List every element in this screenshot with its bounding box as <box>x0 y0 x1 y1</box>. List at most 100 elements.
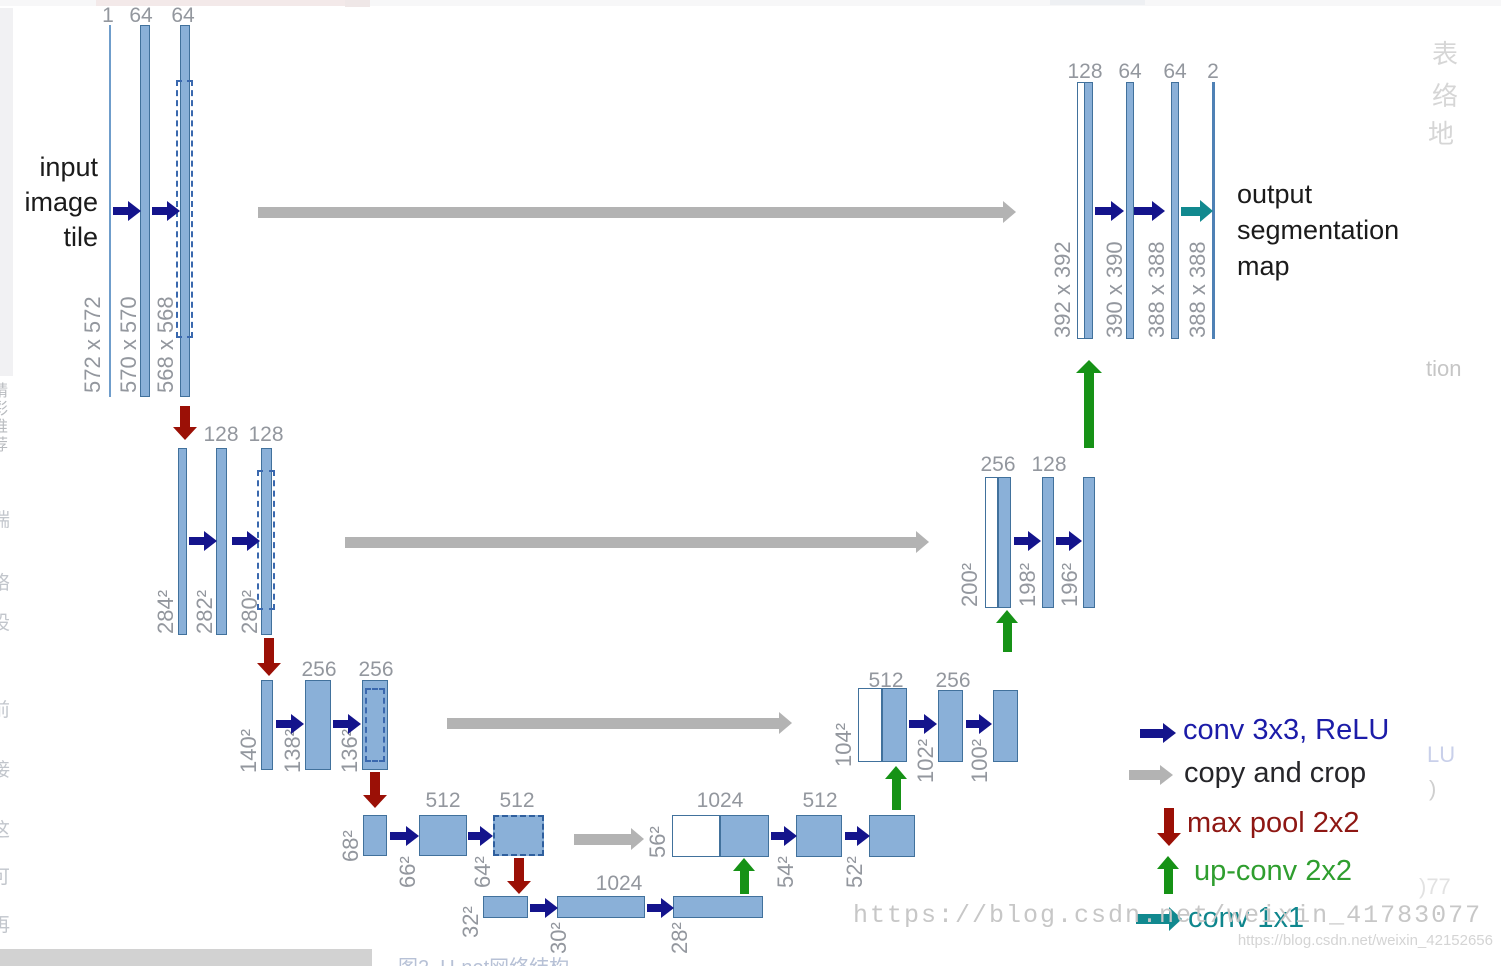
channel-label: 64 <box>1163 60 1187 83</box>
legend-upconv-label: up-conv 2x2 <box>1194 855 1352 887</box>
page-top-strip <box>0 0 1501 6</box>
size-label: 280² <box>237 589 262 634</box>
conv3x3-arrow <box>1134 198 1165 224</box>
upconv-arrow <box>1076 360 1102 448</box>
channel-label: 512 <box>499 789 535 812</box>
channel-label: 128 <box>248 423 284 446</box>
channel-label: 64 <box>1118 60 1142 83</box>
conv3x3-arrow <box>468 823 493 849</box>
channel-label: 256 <box>358 658 394 681</box>
channel-label: 64 <box>171 4 195 27</box>
dec2-upconv-half <box>985 477 998 608</box>
legend-maxpool-arrow-icon <box>1157 808 1181 846</box>
size-label: 104² <box>831 722 856 767</box>
dec4-feature-bar <box>796 815 842 857</box>
page-fragment <box>96 0 346 6</box>
copy-crop-arrow <box>345 531 929 553</box>
legend-upconv-arrow-icon <box>1157 856 1179 894</box>
size-label: 28² <box>667 922 692 954</box>
enc4-crop-region-bar <box>493 815 544 856</box>
size-label: 52² <box>842 856 867 888</box>
maxpool-arrow <box>256 638 282 676</box>
legend-conv1x1-arrow-icon <box>1136 906 1182 932</box>
ghost-77-text: )77 <box>1419 874 1451 899</box>
dec2-feature-bar <box>1083 477 1095 608</box>
input-label-line: tile <box>63 222 98 252</box>
ghost-paren-text: ) <box>1429 776 1437 801</box>
conv3x3-arrow <box>647 895 674 921</box>
dec2-concat-half <box>998 477 1011 608</box>
channel-label: 1 <box>102 4 114 27</box>
conv3x3-arrow <box>771 823 797 849</box>
dec4-upconv-half <box>672 815 720 857</box>
bottleneck-feature-bar <box>483 896 528 918</box>
size-label: 388 x 388 <box>1144 241 1169 338</box>
channel-label: 512 <box>425 789 461 812</box>
left-edge-char: 前 <box>0 700 11 721</box>
channel-label: 1024 <box>595 872 643 895</box>
dec4-concat-half <box>720 815 769 857</box>
right-edge-char: 地 <box>1428 119 1455 149</box>
dec1-feature-bar <box>1126 82 1134 339</box>
enc2-feature-bar <box>261 448 272 635</box>
copy-crop-arrow <box>258 201 1016 223</box>
conv3x3-arrow <box>1056 528 1082 554</box>
enc2-feature-bar <box>216 448 227 635</box>
channel-label: 256 <box>301 658 337 681</box>
page-fragment <box>1050 0 1145 5</box>
ghost-relu-text: LU <box>1427 742 1456 767</box>
output-label-line: segmentation <box>1237 215 1400 245</box>
left-edge-char: 再 <box>0 915 11 936</box>
conv3x3-arrow <box>333 711 361 737</box>
conv3x3-arrow <box>276 711 304 737</box>
size-label: 66² <box>395 856 420 888</box>
upconv-arrow <box>883 766 909 810</box>
size-label: 390 x 390 <box>1102 241 1127 338</box>
conv3x3-arrow <box>232 528 260 554</box>
csdn-watermark-main: https://blog.csdn.net/weixin_41783077 <box>853 901 1483 930</box>
channel-label: 512 <box>868 669 904 692</box>
legend-conv3x3-label: conv 3x3, ReLU <box>1183 714 1390 746</box>
legend-maxpool-label: max pool 2x2 <box>1187 807 1360 839</box>
conv1x1-arrow <box>1181 198 1213 224</box>
csdn-watermark-small: https://blog.csdn.net/weixin_42152656 <box>1237 932 1493 949</box>
left-edge-text-block: 精彩推荐 <box>0 382 6 454</box>
enc1-input-layer-bar <box>109 25 111 397</box>
size-label: 32² <box>458 906 483 938</box>
size-label: 140² <box>236 728 261 773</box>
input-label-line: input <box>39 152 98 182</box>
size-label: 198² <box>1015 562 1040 607</box>
size-label: 572 x 572 <box>80 296 105 393</box>
size-label: 56² <box>645 826 670 858</box>
left-edge-char: 设 <box>0 613 11 634</box>
size-label: 284² <box>153 589 178 634</box>
left-edge-char: 这 <box>0 820 11 841</box>
size-label: 570 x 570 <box>116 296 141 393</box>
channel-label: 128 <box>1067 60 1103 83</box>
dec1-feature-bar <box>1171 82 1179 339</box>
enc4-feature-bar <box>363 815 387 856</box>
upconv-arrow <box>994 610 1020 652</box>
channel-label: 128 <box>1031 453 1067 476</box>
conv3x3-arrow <box>390 823 419 849</box>
size-label: 30² <box>546 922 571 954</box>
copy-crop-arrow <box>574 828 644 850</box>
channel-label: 256 <box>935 669 971 692</box>
output-segmentation-map-label: output segmentation map <box>1237 176 1399 284</box>
channel-label: 256 <box>980 453 1016 476</box>
right-edge-char: 络 <box>1432 81 1459 111</box>
size-label: 68² <box>338 830 363 862</box>
enc1-feature-bar <box>180 25 190 397</box>
page-left-strip <box>0 8 13 376</box>
input-label-line: image <box>24 187 98 217</box>
figure-caption: 图2. U-net网络结构 <box>398 951 778 966</box>
maxpool-arrow <box>362 772 388 808</box>
page-fragment <box>345 0 370 7</box>
channel-label: 2 <box>1207 60 1219 83</box>
legend-copy-crop-label: copy and crop <box>1184 757 1367 789</box>
enc3-crop-region <box>365 688 385 762</box>
dec3-upconv-half <box>858 688 882 762</box>
conv3x3-arrow <box>966 711 992 737</box>
conv3x3-arrow <box>845 823 870 849</box>
size-label: 568 x 568 <box>153 296 178 393</box>
